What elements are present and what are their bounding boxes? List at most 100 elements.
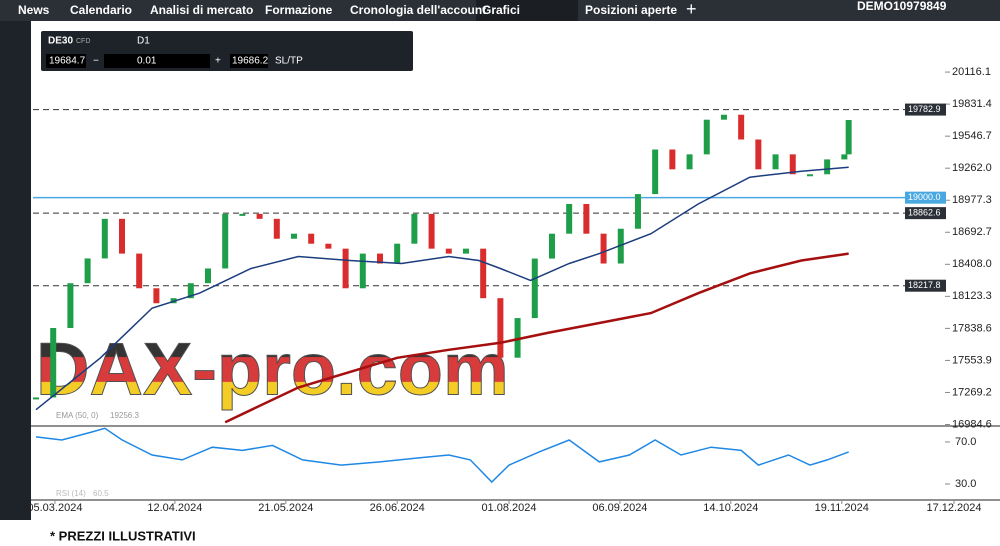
sl-tp[interactable]: SL/TP: [275, 56, 303, 67]
candle: [256, 213, 263, 219]
x-tick-label: 17.12.2024: [926, 502, 981, 514]
candle: [119, 218, 126, 254]
x-tick-label: 26.06.2024: [370, 502, 425, 514]
candle: [50, 327, 57, 398]
candle: [33, 397, 40, 400]
candle: [101, 218, 108, 259]
candle: [376, 253, 383, 264]
candle: [290, 233, 297, 239]
level-label: 18217.8: [908, 280, 941, 290]
y-tick-label: 19546.7: [952, 130, 992, 142]
ask[interactable]: 19686.2: [232, 56, 269, 67]
x-tick-label: 19.11.2024: [815, 502, 869, 514]
nav-item[interactable]: Formazione: [265, 3, 333, 17]
rsi-tick-label: 30.0: [955, 478, 976, 490]
volume-box[interactable]: [104, 54, 210, 68]
level-label: 19000.0: [908, 192, 941, 202]
candle: [583, 203, 590, 234]
y-tick-label: 19831.4: [952, 98, 992, 110]
candle: [462, 248, 469, 254]
y-tick-label: 18123.3: [952, 290, 992, 302]
candle: [84, 258, 91, 284]
candle: [789, 154, 796, 175]
nav-item[interactable]: Posizioni aperte: [585, 3, 677, 17]
level-label: 19782.9: [908, 104, 941, 114]
y-tick-label: 18692.7: [952, 226, 992, 238]
side-toolbar[interactable]: [0, 21, 31, 520]
timeframe[interactable]: D1: [137, 36, 150, 47]
indicator-name: EMA (50, 0): [56, 411, 99, 420]
candle: [204, 268, 211, 284]
nav-active: [476, 0, 578, 21]
candle: [548, 233, 555, 259]
candle: [686, 154, 693, 170]
candle: [359, 253, 366, 289]
candle: [634, 194, 641, 229]
candle: [772, 154, 779, 170]
candle: [308, 233, 315, 244]
x-tick-label: 01.08.2024: [481, 502, 536, 514]
bid[interactable]: 19684.7: [49, 56, 86, 67]
plus[interactable]: +: [215, 56, 221, 67]
candle: [153, 288, 160, 304]
rsi-last: 60.5: [93, 489, 109, 498]
bid-box[interactable]: [46, 54, 86, 68]
account-id: 10979849: [893, 0, 947, 13]
candle: [67, 283, 74, 328]
nav-item[interactable]: Grafici: [482, 3, 520, 17]
candle: [806, 174, 813, 177]
rsi-name: RSI (14): [56, 489, 86, 498]
indicator-line: [224, 252, 849, 424]
candle: [755, 139, 762, 170]
minus[interactable]: −: [93, 56, 99, 67]
candle: [342, 248, 349, 289]
indicator-line: [35, 166, 849, 411]
nav-item[interactable]: News: [18, 3, 50, 17]
level-box: [905, 103, 946, 116]
candle: [652, 149, 659, 195]
x-tick-label: 06.09.2024: [592, 502, 647, 514]
candle: [325, 243, 332, 249]
level-label: 18862.6: [908, 208, 941, 218]
candle: [445, 248, 452, 254]
candle: [720, 114, 727, 120]
nav-item[interactable]: Calendario: [70, 3, 132, 17]
rsi-line: [35, 427, 849, 484]
symbol[interactable]: DE30: [48, 36, 73, 47]
indicator-last: 19256.3: [110, 411, 139, 420]
y-tick-label: 16984.6: [952, 418, 992, 430]
nav-item[interactable]: Analisi di mercato: [150, 3, 253, 17]
y-tick-label: 17553.9: [952, 354, 992, 366]
x-tick-label: 05.03.2024: [27, 502, 82, 514]
candle: [514, 318, 521, 358]
nav-item[interactable]: Cronologia dell'account: [350, 3, 486, 17]
candle: [480, 248, 487, 299]
candle: [566, 203, 573, 234]
candle: [239, 213, 246, 216]
account-label: DEMO: [857, 0, 893, 13]
candle: [669, 149, 676, 170]
candle: [411, 213, 418, 244]
candle: [273, 218, 280, 239]
symbol-type: CFD: [76, 38, 90, 45]
candle: [187, 283, 194, 299]
y-tick-label: 20116.1: [952, 66, 991, 78]
candle: [531, 258, 538, 319]
volume[interactable]: 0.01: [137, 56, 157, 67]
level-box: [905, 191, 946, 204]
candle: [394, 243, 401, 264]
candle: [738, 114, 745, 140]
watermark: DAX-pro.com: [36, 328, 509, 411]
footer-note: * PREZZI ILLUSTRATIVI: [50, 528, 196, 543]
candle: [497, 298, 504, 358]
level-box: [905, 207, 946, 220]
ask-box[interactable]: [230, 54, 268, 68]
candle: [845, 120, 852, 155]
y-tick-label: 17269.2: [952, 386, 992, 398]
candle: [824, 159, 831, 175]
candle: [136, 253, 143, 289]
candle: [841, 154, 848, 160]
nav-plus[interactable]: +: [686, 0, 697, 19]
level-box: [905, 279, 946, 292]
